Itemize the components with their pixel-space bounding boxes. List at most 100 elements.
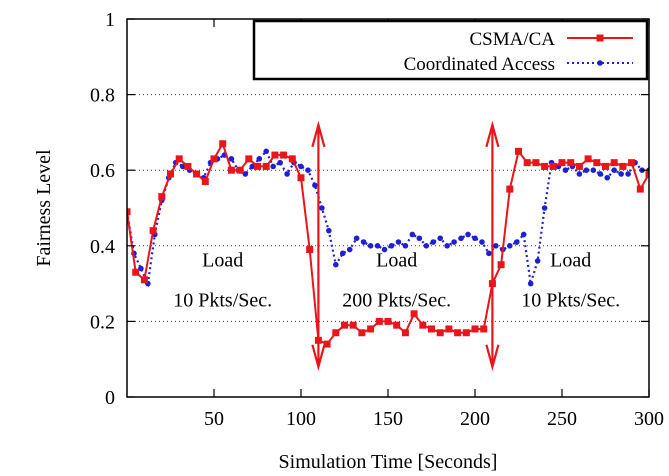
coordinated-access-point — [472, 235, 478, 242]
csma-ca-point — [602, 162, 609, 170]
csma-ca-point — [419, 321, 427, 329]
y-tick-label: 0 — [105, 387, 115, 409]
coordinated-access-point — [590, 167, 597, 173]
csma-ca-point — [584, 155, 592, 163]
coordinated-access-point — [395, 239, 402, 245]
csma-ca-point — [567, 159, 575, 167]
csma-ca-point — [445, 325, 453, 333]
csma-ca-point — [515, 147, 522, 155]
coordinated-access-point — [319, 205, 325, 211]
series-layer — [127, 140, 649, 348]
y-tick-label: 0.4 — [90, 236, 115, 258]
csma-ca-point — [297, 174, 305, 182]
csma-ca-point — [428, 325, 435, 333]
y-axis-title: Fairness Level — [33, 149, 55, 267]
coordinated-access-point — [138, 265, 144, 272]
x-tick-label: 50 — [204, 408, 224, 430]
legend-swatch-marker — [597, 60, 603, 66]
coordinated-access-point — [437, 235, 444, 242]
csma-ca-point — [558, 159, 566, 167]
csma-ca-point — [549, 162, 557, 170]
csma-ca-point — [245, 155, 253, 163]
coordinated-access-point — [534, 258, 541, 264]
coordinated-access-point — [430, 239, 437, 245]
legend: CSMA/CA Coordinated Access — [252, 19, 649, 81]
coordinated-access-point — [493, 243, 499, 249]
csma-ca-point — [506, 185, 514, 193]
coordinated-access-point — [458, 235, 464, 242]
csma-ca-point — [254, 162, 261, 170]
load-annotation-title: Load — [376, 250, 417, 272]
csma-ca-point — [332, 329, 340, 337]
coordinated-access-point — [298, 163, 304, 170]
csma-ca-point — [262, 162, 270, 170]
coordinated-access-point — [333, 261, 339, 268]
coordinated-access-point — [346, 246, 353, 253]
axes: 50 100 150 200 250 300 0 0.2 0.4 0.6 0.8 1 — [90, 9, 664, 430]
csma-ca-point — [436, 329, 444, 337]
csma-ca-point — [523, 159, 531, 167]
legend-box — [252, 19, 649, 81]
csma-ca-point — [341, 321, 348, 329]
coordinated-access-point — [326, 227, 332, 234]
coordinated-access-point — [242, 171, 249, 177]
csma-ca-point — [210, 155, 218, 163]
csma-ca-point — [384, 317, 392, 325]
csma-ca-point — [628, 159, 636, 167]
coordinated-access-point — [249, 163, 256, 170]
csma-ca-point — [227, 166, 235, 174]
load-change-arrow — [311, 120, 326, 371]
legend-label: Coordinated Access — [404, 54, 555, 75]
csma-ca-point — [367, 325, 375, 333]
coordinated-access-point — [541, 205, 548, 211]
csma-ca-point — [532, 159, 540, 167]
csma-ca-point — [636, 185, 644, 193]
csma-ca-point — [158, 193, 166, 201]
csma-ca-point — [219, 140, 227, 148]
coordinated-access-point — [228, 156, 235, 162]
csma-ca-point — [149, 227, 157, 235]
coordinated-access-point — [256, 156, 263, 162]
csma-ca-point — [175, 155, 183, 163]
csma-ca-point — [454, 329, 462, 337]
csma-ca-point — [323, 340, 331, 348]
legend-label: CSMA/CA — [469, 29, 555, 50]
arrow-layer — [311, 120, 500, 371]
coordinated-access-point — [604, 174, 611, 181]
coordinated-access-point — [284, 171, 290, 177]
csma-ca-point — [575, 162, 583, 170]
coordinated-access-point — [479, 239, 485, 245]
csma-ca-point — [471, 325, 479, 333]
csma-ca-point — [271, 151, 279, 159]
coordinated-access-point — [416, 235, 423, 242]
csma-ca-point — [410, 310, 418, 318]
x-tick-label: 300 — [634, 408, 664, 430]
load-annotation-rate: 10 Pkts/Sec. — [521, 290, 620, 312]
csma-ca-point — [480, 325, 488, 333]
csma-ca-point — [393, 321, 401, 329]
grid-lines — [127, 94, 649, 322]
coordinated-access-point — [263, 148, 270, 155]
csma-ca-point — [401, 329, 409, 337]
csma-ca-point — [280, 151, 288, 159]
load-change-arrow — [485, 120, 500, 371]
load-annotation-title: Load — [202, 250, 243, 272]
coordinated-access-point — [360, 239, 367, 245]
csma-ca-point — [201, 178, 209, 186]
load-annotation-rate: 10 Pkts/Sec. — [173, 290, 272, 312]
coordinated-access-point — [353, 235, 360, 242]
y-tick-label: 0.8 — [90, 85, 115, 107]
csma-ca-point — [306, 246, 314, 254]
y-tick-label: 0.6 — [90, 160, 115, 182]
csma-ca-point — [167, 170, 174, 178]
csma-ca-point — [358, 329, 366, 337]
csma-ca-point — [140, 276, 148, 284]
coordinated-access-point — [444, 243, 450, 249]
x-tick-label: 150 — [373, 408, 403, 430]
coordinated-access-point — [388, 243, 395, 249]
csma-ca-point — [645, 170, 649, 178]
coordinated-access-point — [583, 167, 590, 173]
coordinated-access-point — [339, 250, 346, 257]
csma-ca-point — [132, 268, 140, 276]
csma-ca-point — [375, 317, 383, 325]
